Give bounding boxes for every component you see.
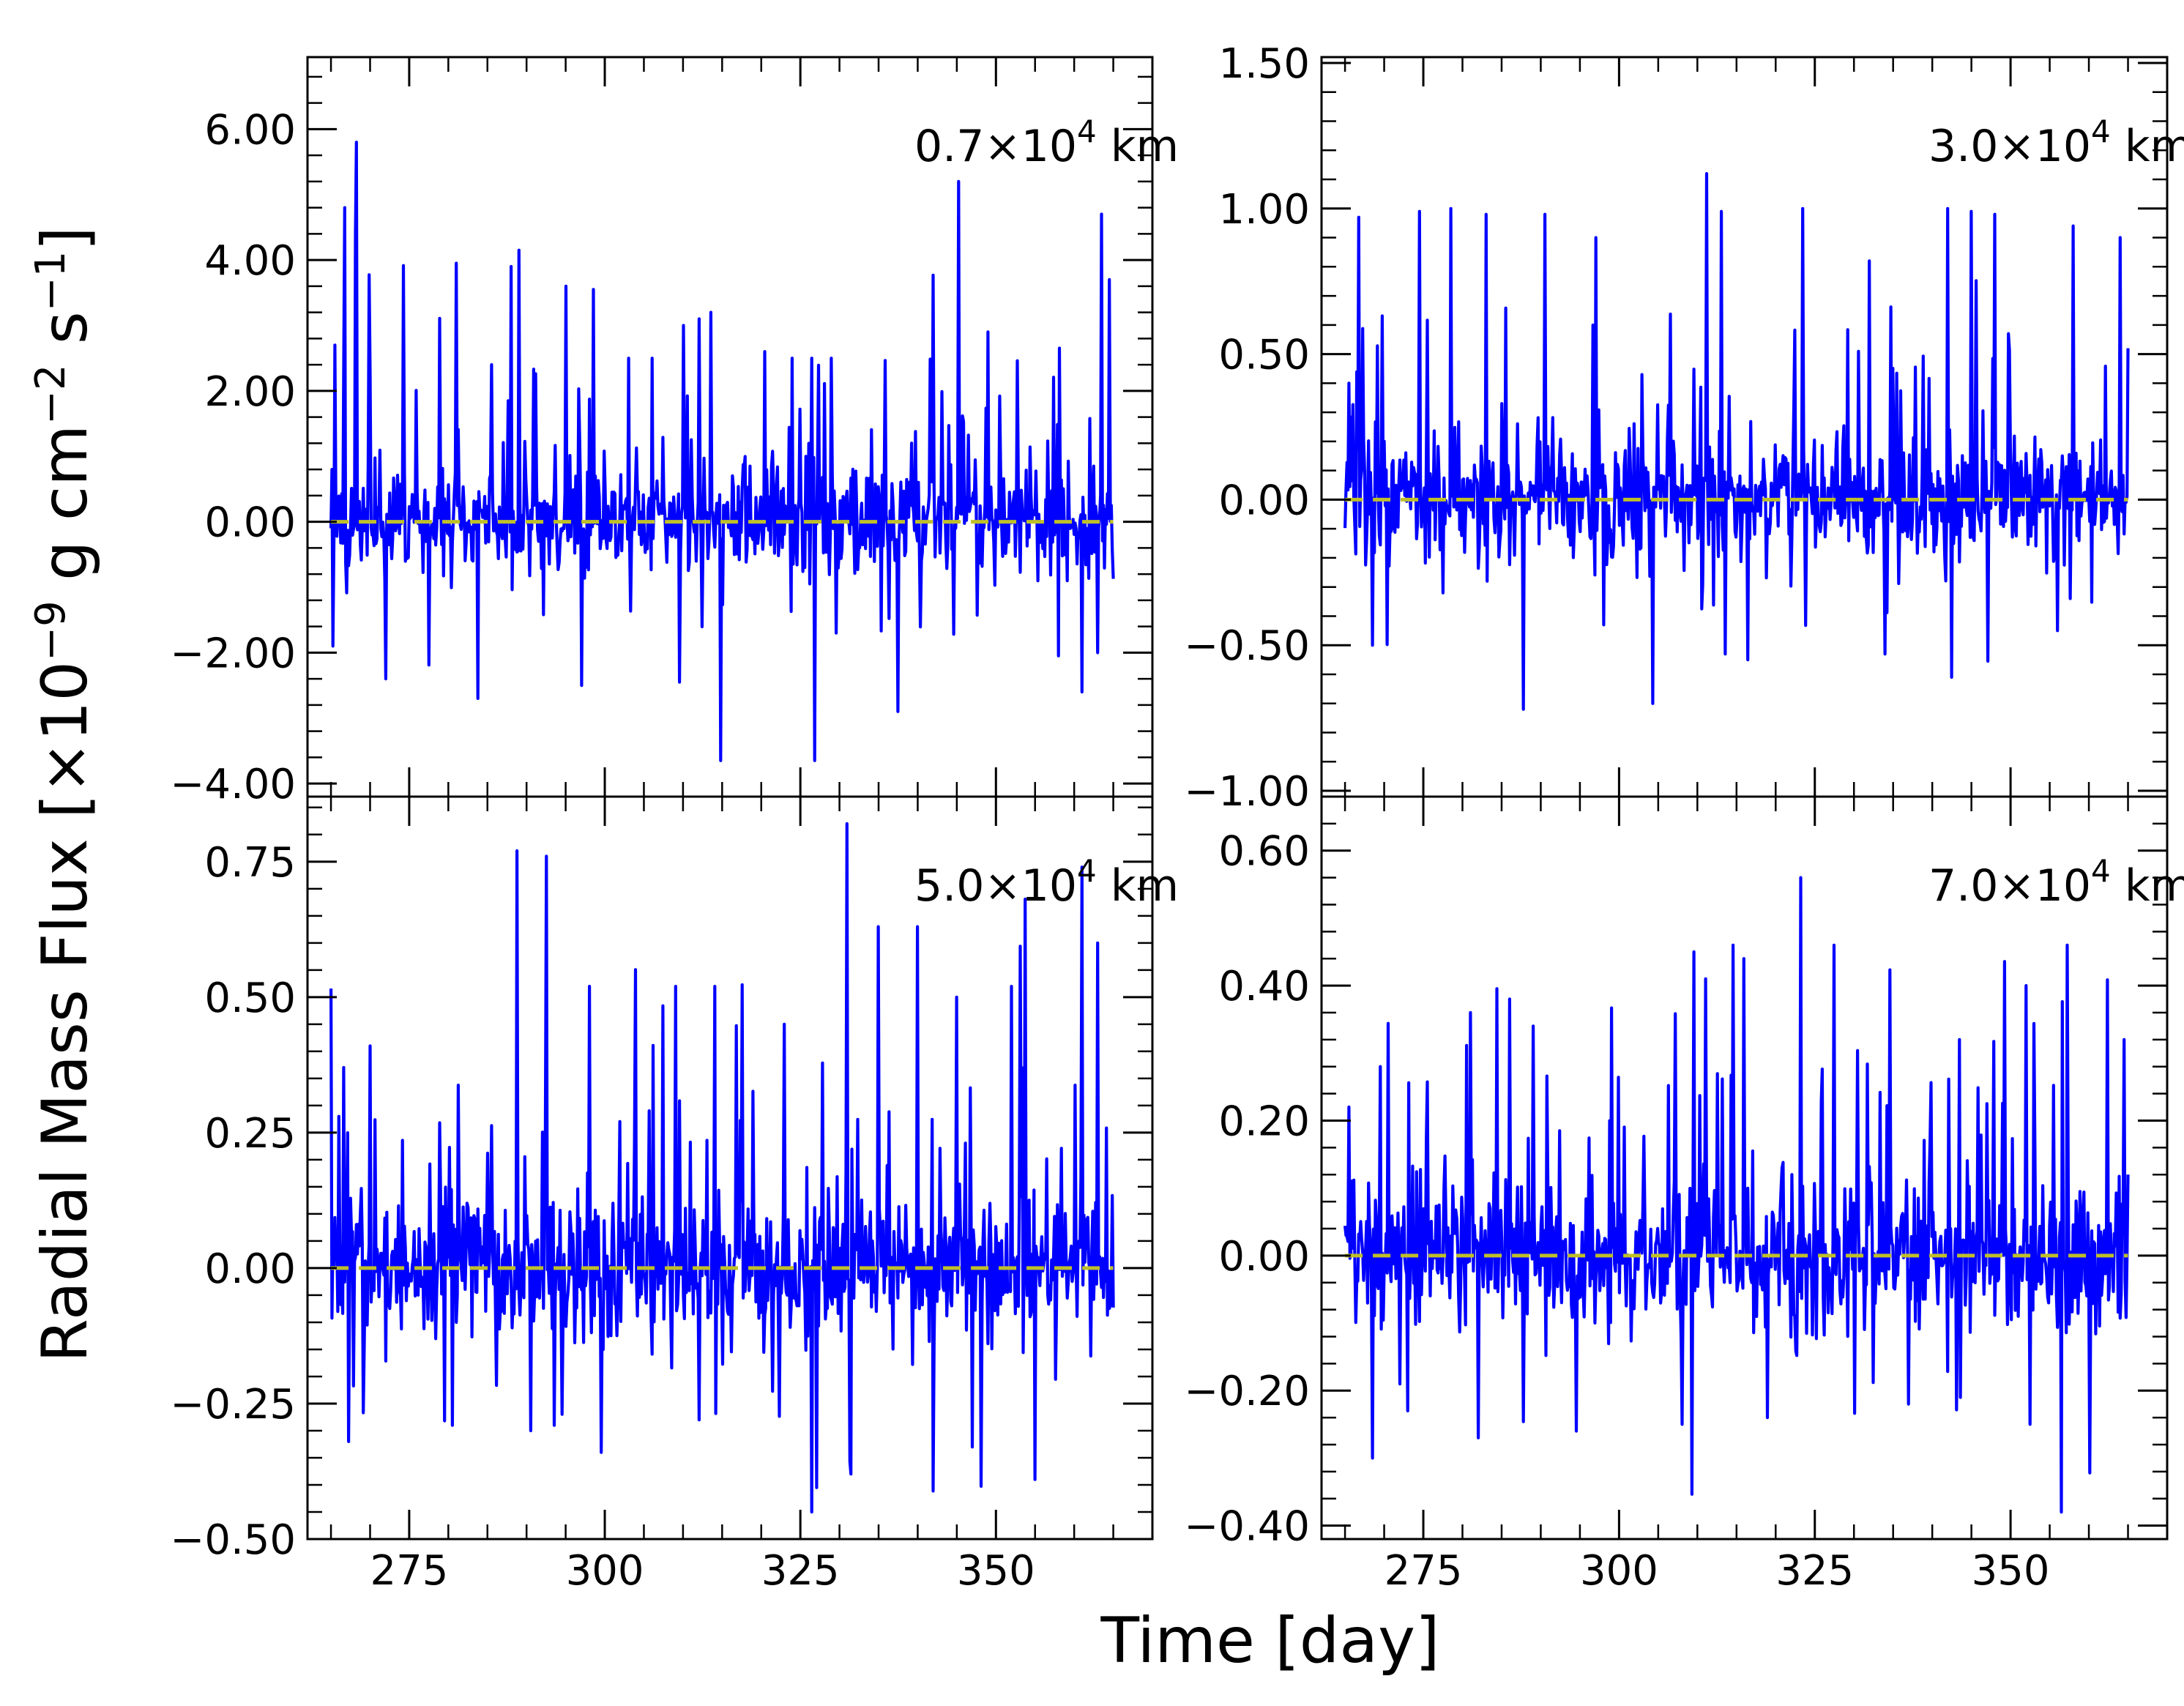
annotation-main: 5.0×10 [914,860,1077,912]
x-tick-label: 300 [1580,1547,1658,1595]
annotation-unit: km [2111,860,2184,912]
y-tick-label: 0.40 [1218,963,1310,1010]
y-tick-label: −0.40 [1184,1503,1310,1551]
y-tick-label: 4.00 [204,237,296,285]
y-axis-title-main: Radial Mass Flux [×10 [29,661,102,1363]
y-axis-title-end: ] [29,226,102,251]
y-tick-label: 6.00 [204,106,296,154]
panel-annotation: 3.0×104 km [1928,113,2184,172]
y-tick-label: 1.00 [1218,186,1310,234]
x-axis-title: Time [day] [1100,1604,1439,1677]
x-tick-label: 275 [1384,1547,1463,1595]
y-axis-title-exp2: −2 [27,364,75,425]
y-tick-label: 0.00 [204,1245,296,1293]
axes-frame [306,795,1154,1541]
y-tick-label: 0.00 [1218,477,1310,524]
panel-top-left: −4.00 −2.00 0.00 2.00 4.00 6.00 0.7×104 km [170,56,1179,808]
x-tick-label: 350 [957,1547,1035,1595]
x-tick-label: 350 [1972,1547,2050,1595]
y-tick-label: 0.50 [204,975,296,1022]
y-tick-label: 0.00 [204,499,296,547]
y-axis-title-unit2: s [29,311,102,364]
annotation-exponent: 4 [1077,113,1097,149]
annotation-unit: km [1097,860,1179,912]
annotation-exponent: 4 [2091,113,2111,149]
annotation-unit: km [1097,121,1179,172]
y-tick-label: 0.50 [1218,332,1310,379]
y-tick-label: −2.00 [170,630,296,677]
y-tick-label: 1.50 [1218,40,1310,88]
panel-bottom-right: 275 300 325 350 −0.40 −0.20 0.00 0.20 0.40 0.60 7.… [1184,795,2184,1595]
y-tick-label: 0.75 [204,839,296,887]
y-axis-title-unit1: g cm [29,425,102,600]
panel-top-right: −1.00 −0.50 0.00 0.50 1.00 1.50 3.0×104 km [1184,40,2184,816]
y-tick-label: −0.50 [170,1516,296,1564]
y-tick-label: 0.20 [1218,1098,1310,1145]
x-tick-label: 325 [761,1547,840,1595]
y-tick-label: −4.00 [170,761,296,808]
y-tick-label: 2.00 [204,368,296,416]
annotation-exponent: 4 [1077,853,1097,889]
axes-frame [1320,795,2169,1541]
y-tick-label: 0.60 [1218,828,1310,876]
x-tick-label: 275 [370,1547,448,1595]
annotation-main: 3.0×10 [1928,121,2091,172]
series-line-0 [329,822,1115,1514]
series-line-0 [329,141,1115,762]
y-axis-title-exp3: −1 [27,251,75,312]
panel-bottom-left: 275 300 325 350 −0.50 −0.25 0.00 0.25 0.50 0.75 5.… [170,795,1179,1595]
panel-annotation: 7.0×104 km [1928,853,2184,912]
annotation-main: 7.0×10 [1928,860,2091,912]
series-line-0 [1343,172,2130,711]
annotation-unit: km [2111,121,2184,172]
y-axis-title-exp1: −9 [27,600,75,661]
y-tick-label: 0.25 [204,1110,296,1158]
x-tick-label: 325 [1775,1547,1854,1595]
y-tick-label: −0.50 [1184,622,1310,670]
panel-annotation: 0.7×104 km [914,113,1179,172]
x-tick-label: 300 [566,1547,644,1595]
y-tick-label: −1.00 [1184,768,1310,816]
panel-annotation: 5.0×104 km [914,853,1179,912]
annotation-main: 0.7×10 [914,121,1077,172]
y-tick-label: −0.20 [1184,1368,1310,1415]
y-tick-label: 0.00 [1218,1233,1310,1281]
y-axis-title: Radial Mass Flux [×10−9 g cm−2 s−1] [27,226,102,1363]
y-tick-label: −0.25 [170,1381,296,1429]
annotation-exponent: 4 [2091,853,2111,889]
series-line-0 [1343,876,2130,1514]
